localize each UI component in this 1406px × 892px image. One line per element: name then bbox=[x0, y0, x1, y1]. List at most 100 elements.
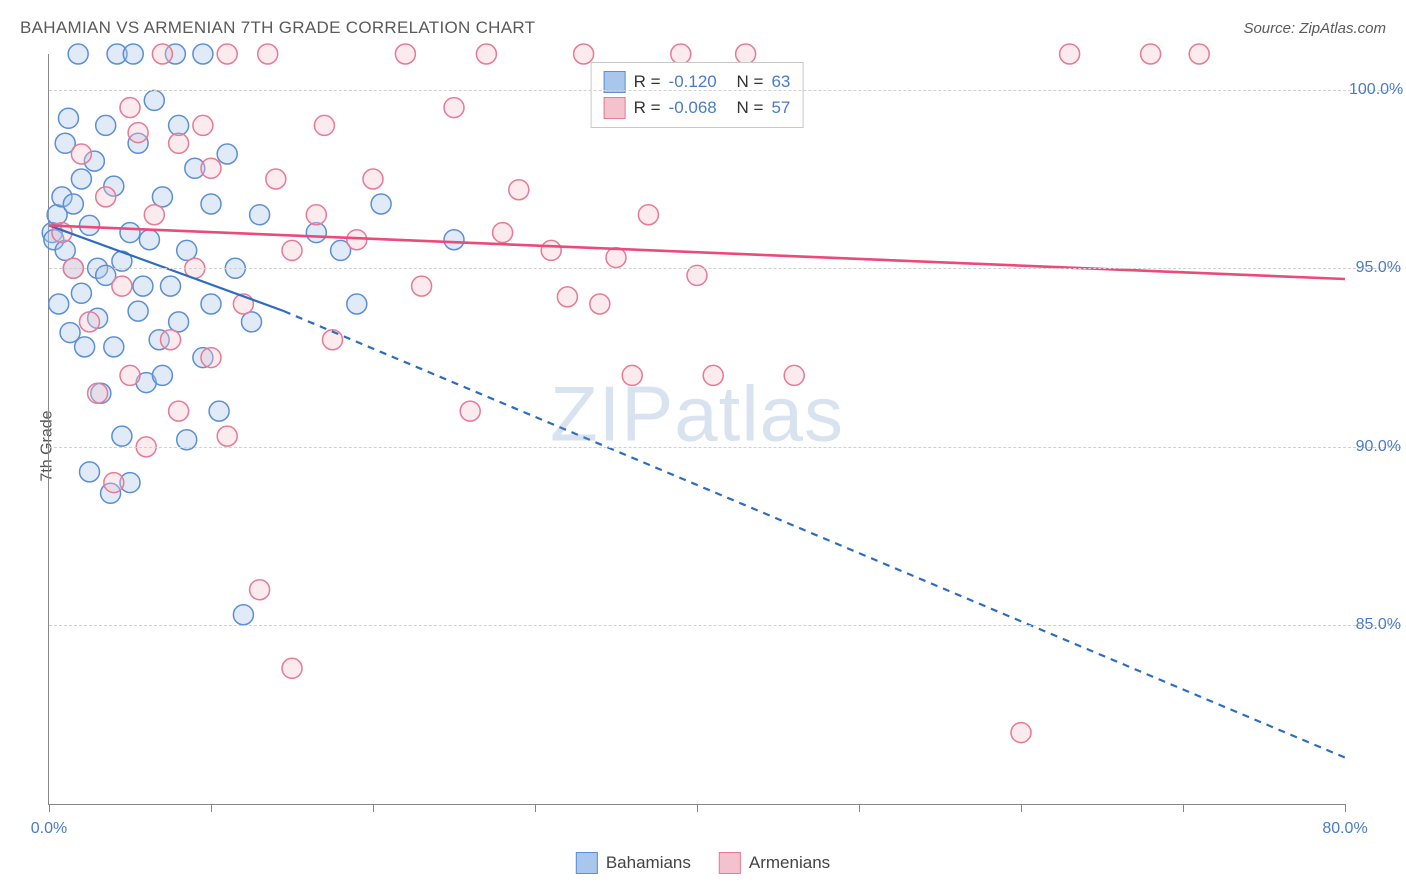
scatter-point bbox=[68, 44, 88, 64]
scatter-point bbox=[1011, 723, 1031, 743]
scatter-point bbox=[250, 205, 270, 225]
scatter-point bbox=[201, 294, 221, 314]
stat-n-armenians: 57 bbox=[771, 95, 790, 121]
scatter-point bbox=[590, 294, 610, 314]
scatter-point bbox=[371, 194, 391, 214]
scatter-point bbox=[139, 230, 159, 250]
scatter-point bbox=[233, 605, 253, 625]
scatter-point bbox=[784, 365, 804, 385]
scatter-point bbox=[201, 158, 221, 178]
swatch-armenians bbox=[604, 97, 626, 119]
scatter-point bbox=[193, 44, 213, 64]
gridline-h bbox=[49, 625, 1401, 626]
stat-n-bahamians: 63 bbox=[771, 69, 790, 95]
scatter-point bbox=[58, 108, 78, 128]
x-tick-label: 0.0% bbox=[31, 820, 67, 838]
stat-label-r: R = bbox=[634, 69, 661, 95]
scatter-point bbox=[574, 44, 594, 64]
scatter-point bbox=[671, 44, 691, 64]
scatter-point bbox=[736, 44, 756, 64]
scatter-point bbox=[120, 98, 140, 118]
correlation-stats-box: R = -0.120 N = 63 R = -0.068 N = 57 bbox=[591, 62, 804, 128]
x-tick bbox=[1345, 804, 1346, 812]
scatter-point bbox=[412, 276, 432, 296]
scatter-point bbox=[258, 44, 278, 64]
stat-label-n: N = bbox=[737, 95, 764, 121]
stat-label-r: R = bbox=[634, 95, 661, 121]
scatter-point bbox=[104, 473, 124, 493]
scatter-svg bbox=[49, 54, 1345, 804]
scatter-point bbox=[80, 215, 100, 235]
scatter-point bbox=[63, 194, 83, 214]
scatter-point bbox=[71, 144, 91, 164]
scatter-point bbox=[49, 294, 69, 314]
chart-header: BAHAMIAN VS ARMENIAN 7TH GRADE CORRELATI… bbox=[20, 18, 1386, 38]
x-tick bbox=[211, 804, 212, 812]
scatter-point bbox=[169, 401, 189, 421]
scatter-point bbox=[541, 240, 561, 260]
scatter-point bbox=[622, 365, 642, 385]
scatter-point bbox=[306, 223, 326, 243]
scatter-point bbox=[112, 426, 132, 446]
legend-label-bahamians: Bahamians bbox=[606, 853, 691, 873]
scatter-point bbox=[96, 187, 116, 207]
y-tick-label: 90.0% bbox=[1349, 438, 1401, 456]
scatter-point bbox=[104, 337, 124, 357]
scatter-point bbox=[217, 144, 237, 164]
scatter-point bbox=[1060, 44, 1080, 64]
scatter-point bbox=[177, 240, 197, 260]
scatter-point bbox=[169, 312, 189, 332]
scatter-point bbox=[128, 301, 148, 321]
scatter-point bbox=[123, 44, 143, 64]
legend-swatch-bahamians bbox=[576, 852, 598, 874]
scatter-point bbox=[266, 169, 286, 189]
scatter-point bbox=[476, 44, 496, 64]
scatter-point bbox=[75, 337, 95, 357]
scatter-point bbox=[703, 365, 723, 385]
scatter-point bbox=[282, 658, 302, 678]
scatter-point bbox=[314, 115, 334, 135]
scatter-point bbox=[201, 348, 221, 368]
scatter-point bbox=[55, 240, 75, 260]
source-attribution: Source: ZipAtlas.com bbox=[1243, 20, 1386, 37]
scatter-point bbox=[112, 276, 132, 296]
scatter-point bbox=[193, 115, 213, 135]
x-tick bbox=[1183, 804, 1184, 812]
chart-title: BAHAMIAN VS ARMENIAN 7TH GRADE CORRELATI… bbox=[20, 18, 535, 38]
scatter-point bbox=[144, 90, 164, 110]
scatter-point bbox=[169, 133, 189, 153]
scatter-point bbox=[80, 462, 100, 482]
scatter-point bbox=[1189, 44, 1209, 64]
scatter-point bbox=[96, 115, 116, 135]
gridline-h bbox=[49, 268, 1401, 269]
scatter-point bbox=[161, 330, 181, 350]
scatter-point bbox=[363, 169, 383, 189]
scatter-point bbox=[161, 276, 181, 296]
legend-label-armenians: Armenians bbox=[749, 853, 830, 873]
stat-r-armenians: -0.068 bbox=[669, 95, 729, 121]
scatter-point bbox=[460, 401, 480, 421]
legend-item-armenians: Armenians bbox=[719, 852, 830, 874]
scatter-point bbox=[217, 426, 237, 446]
scatter-point bbox=[444, 230, 464, 250]
stat-r-bahamians: -0.120 bbox=[669, 69, 729, 95]
legend-item-bahamians: Bahamians bbox=[576, 852, 691, 874]
x-tick bbox=[859, 804, 860, 812]
scatter-point bbox=[133, 276, 153, 296]
scatter-point bbox=[493, 223, 513, 243]
scatter-point bbox=[152, 187, 172, 207]
scatter-point bbox=[71, 283, 91, 303]
scatter-point bbox=[88, 383, 108, 403]
gridline-h bbox=[49, 447, 1401, 448]
gridline-h bbox=[49, 90, 1401, 91]
scatter-point bbox=[128, 123, 148, 143]
stat-label-n: N = bbox=[737, 69, 764, 95]
scatter-point bbox=[606, 248, 626, 268]
y-tick-label: 100.0% bbox=[1349, 81, 1401, 99]
legend-swatch-armenians bbox=[719, 852, 741, 874]
scatter-point bbox=[1141, 44, 1161, 64]
scatter-point bbox=[242, 312, 262, 332]
scatter-point bbox=[201, 194, 221, 214]
x-tick bbox=[49, 804, 50, 812]
scatter-point bbox=[169, 115, 189, 135]
